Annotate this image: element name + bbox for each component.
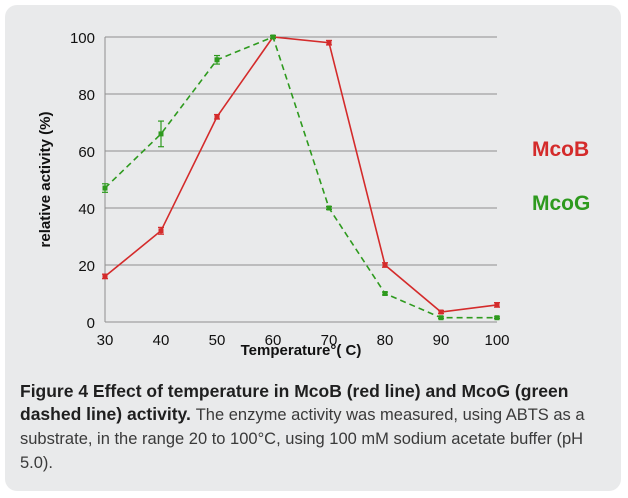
- x-tick-80: 80: [377, 332, 394, 349]
- caption-text: The enzyme activity was measured, using …: [20, 406, 585, 472]
- x-tick-40: 40: [153, 332, 170, 349]
- x-tick-30: 30: [97, 332, 114, 349]
- y-tick-100: 100: [70, 30, 95, 47]
- grid-lines: [105, 36, 497, 266]
- point-mcob-80: [382, 262, 388, 268]
- point-mcob-50: [214, 114, 220, 120]
- x-tick-60: 60: [265, 332, 282, 349]
- y-tick-80: 80: [78, 87, 95, 104]
- point-mcog-40: [158, 131, 164, 137]
- y-tick-20: 20: [78, 258, 95, 275]
- legend-mcob: McoB: [532, 138, 589, 161]
- point-mcob-30: [102, 273, 108, 279]
- legend: McoB McoG: [532, 138, 590, 215]
- tick-labels: 0 20 40 60 80 100 30 40 50 60 70 80 90 100: [70, 30, 510, 349]
- x-tick-90: 90: [433, 332, 450, 349]
- point-mcob-40: [158, 228, 164, 234]
- point-mcog-30: [102, 185, 108, 191]
- point-mcog-100: [494, 315, 500, 321]
- x-tick-70: 70: [321, 332, 338, 349]
- y-axis-label: relative activity (%): [37, 112, 54, 248]
- point-mcog-90: [438, 315, 444, 321]
- line-chart: 0 20 40 60 80 100 30 40 50 60 70 80 90 100 McoB McoG T…: [37, 30, 590, 359]
- x-axis-label: Temperature°( C): [241, 342, 362, 359]
- y-tick-60: 60: [78, 144, 95, 161]
- caption-label: Figure 4 Effect of temperature in McoB (…: [20, 381, 569, 424]
- point-mcog-80: [382, 291, 388, 296]
- series-line-mcob: [104, 36, 498, 313]
- figure-caption: Figure 4 Effect of temperature in McoB (…: [20, 380, 610, 475]
- point-mcog-70: [326, 205, 332, 211]
- y-tick-40: 40: [78, 201, 95, 218]
- legend-mcog: McoG: [532, 192, 590, 215]
- axes: [104, 37, 497, 323]
- point-mcog-50: [214, 57, 220, 63]
- series-layer: [102, 34, 500, 321]
- figure-panel: [5, 5, 621, 491]
- series-line-mcog: [104, 35, 497, 319]
- point-mcob-100: [494, 302, 500, 308]
- point-mcob-90: [438, 309, 444, 315]
- x-tick-100: 100: [484, 332, 509, 349]
- x-tick-50: 50: [209, 332, 226, 349]
- y-tick-0: 0: [87, 315, 95, 332]
- point-mcog-60: [270, 34, 276, 40]
- point-mcob-70: [326, 40, 332, 46]
